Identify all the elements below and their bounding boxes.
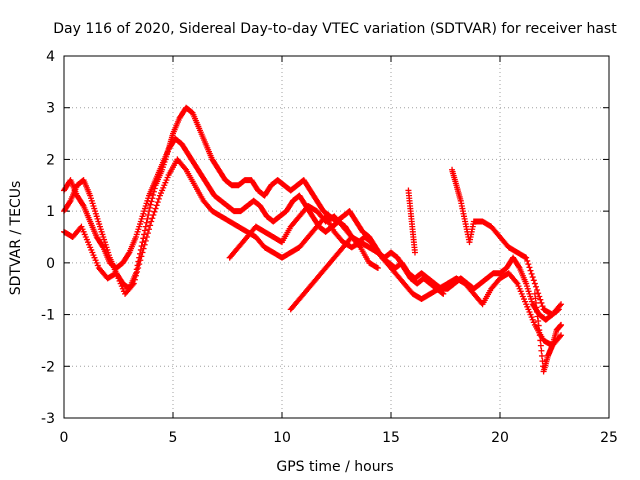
chart-title: Day 116 of 2020, Sidereal Day-to-day VTE… (53, 21, 617, 37)
y-tick-label: 2 (46, 152, 55, 168)
data-point-markers (531, 290, 565, 375)
series-track-c (61, 156, 565, 349)
axis-ticks: -3 -2 -1 0 1 2 3 4 0 5 10 15 20 25 (41, 49, 618, 446)
x-tick-label: 15 (382, 430, 400, 446)
series-track-g (405, 187, 418, 256)
y-tick-label: -2 (41, 359, 55, 375)
plot-frame (63, 55, 610, 419)
y-tick-label: 4 (46, 49, 55, 65)
y-tick-label: 3 (46, 101, 55, 117)
data-point-markers (287, 234, 381, 313)
series-track-e (287, 234, 381, 313)
y-tick-label: 1 (46, 204, 55, 220)
y-axis-label: SDTVAR / TECUs (8, 181, 24, 296)
y-tick-label: -3 (41, 411, 55, 427)
x-tick-label: 0 (60, 430, 69, 446)
x-axis-label: GPS time / hours (276, 459, 393, 475)
x-tick-label: 25 (600, 430, 618, 446)
data-marks (61, 104, 565, 375)
data-point-markers (449, 166, 565, 318)
y-tick-label: -1 (41, 308, 55, 324)
x-tick-label: 5 (169, 430, 178, 446)
x-tick-label: 10 (273, 430, 291, 446)
x-tick-label: 20 (491, 430, 509, 446)
data-point-markers (405, 187, 418, 256)
data-point-markers (61, 156, 565, 349)
series-track-f (449, 166, 565, 318)
series-track-h (531, 290, 565, 375)
y-tick-label: 0 (46, 256, 55, 272)
